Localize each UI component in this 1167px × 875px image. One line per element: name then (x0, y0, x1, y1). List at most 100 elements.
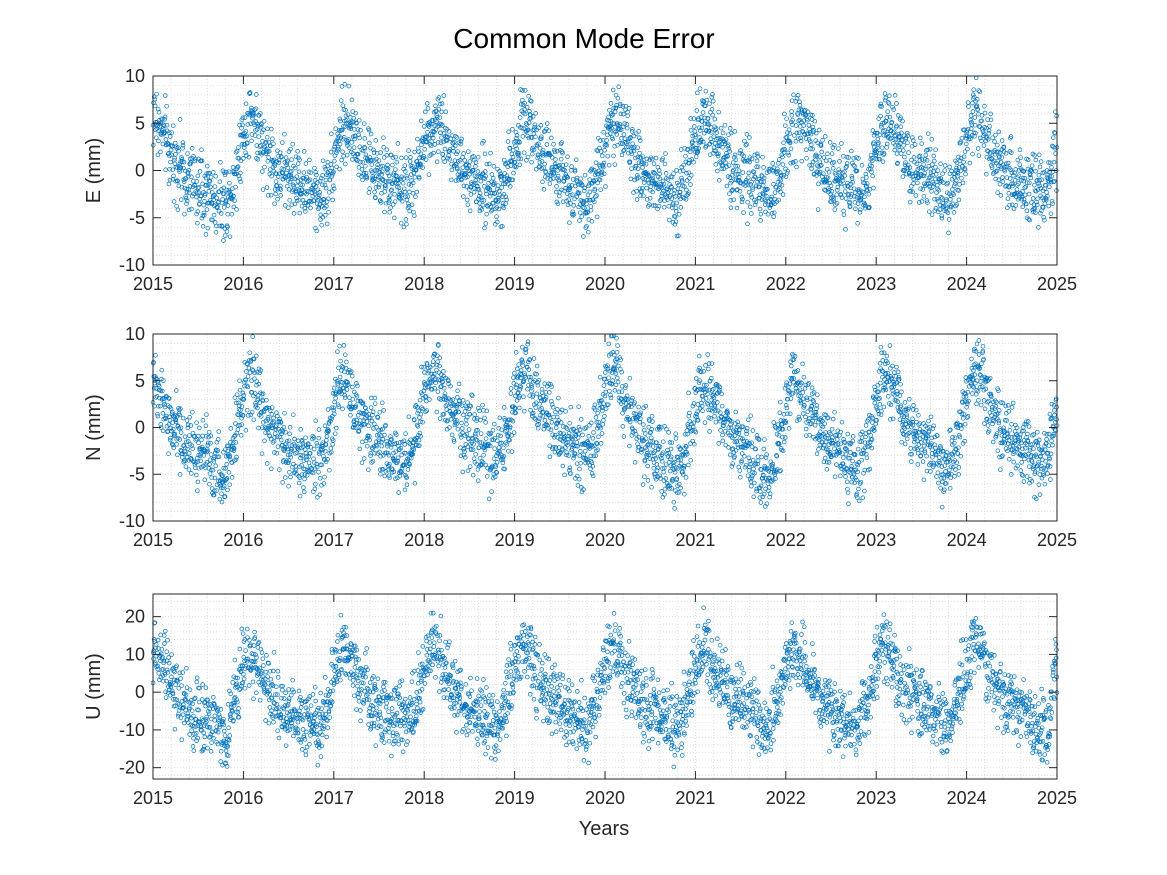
x-tick-label: 2017 (314, 274, 354, 294)
data-point (326, 196, 331, 201)
data-point (450, 140, 456, 146)
data-point (213, 229, 219, 235)
data-point (459, 177, 464, 183)
data-point (235, 164, 241, 169)
data-point (205, 225, 211, 231)
data-point (426, 172, 432, 177)
data-point (431, 150, 436, 156)
data-point (391, 170, 397, 176)
data-point (378, 150, 383, 155)
data-point (302, 206, 308, 211)
data-point (389, 181, 395, 187)
data-point (429, 139, 434, 144)
data-point (423, 109, 428, 115)
data-point (379, 172, 384, 177)
data-point (287, 197, 292, 203)
data-point (277, 171, 282, 176)
data-point (196, 184, 202, 190)
x-tick-label: 2020 (585, 274, 625, 294)
data-point (396, 180, 401, 186)
data-point (331, 183, 336, 189)
data-point (399, 192, 405, 198)
data-point (443, 109, 449, 115)
data-point (415, 136, 420, 142)
data-point (154, 91, 159, 97)
data-point (186, 173, 191, 179)
data-point (317, 178, 323, 184)
data-point (471, 190, 477, 195)
data-point (353, 110, 358, 116)
data-point (281, 167, 286, 172)
data-point (247, 90, 253, 95)
data-point (470, 168, 476, 173)
data-point (171, 199, 177, 204)
data-point (234, 207, 239, 212)
data-point (379, 191, 384, 196)
data-point (458, 141, 463, 147)
data-point (465, 202, 471, 208)
data-point (227, 180, 232, 186)
y-axis-title: E (mm) (83, 138, 105, 204)
data-point (369, 162, 375, 167)
data-point (376, 184, 381, 190)
data-point (294, 174, 300, 179)
data-point (387, 209, 392, 215)
data-point (293, 154, 299, 159)
data-point (307, 177, 313, 183)
data-point (417, 176, 422, 181)
data-point (386, 200, 391, 205)
data-point (324, 221, 330, 227)
data-point (262, 164, 267, 170)
data-point (273, 191, 278, 197)
data-point (167, 177, 173, 183)
data-point (307, 157, 312, 163)
data-point (361, 121, 367, 126)
data-point (436, 95, 442, 100)
data-point (370, 177, 376, 182)
data-point (225, 203, 231, 208)
data-point (175, 207, 181, 213)
data-point (387, 198, 392, 203)
data-point (288, 146, 293, 152)
data-point (231, 204, 237, 210)
data-point (178, 197, 184, 202)
data-point (260, 169, 265, 174)
data-point (224, 229, 230, 234)
data-point (411, 170, 417, 176)
data-point (309, 190, 315, 196)
data-point (418, 118, 424, 124)
data-point (381, 135, 386, 140)
data-point (210, 217, 215, 223)
data-point (339, 84, 345, 89)
data-point (420, 165, 425, 170)
data-point (301, 149, 307, 154)
data-point (457, 158, 463, 163)
data-point (303, 161, 309, 166)
data-point (410, 180, 416, 186)
data-point (251, 110, 256, 115)
data-point (458, 139, 464, 144)
data-point (432, 142, 438, 147)
data-point (324, 204, 329, 209)
data-point (405, 194, 411, 199)
data-point (168, 134, 173, 139)
data-point (164, 122, 170, 128)
data-point (232, 171, 238, 177)
data-point (300, 187, 305, 193)
data-point (357, 135, 362, 141)
x-tick-label: 2025 (1037, 274, 1077, 294)
data-point (421, 124, 427, 129)
data-point (459, 136, 464, 142)
data-point (432, 123, 437, 128)
data-point (385, 170, 391, 176)
data-point (373, 185, 379, 190)
data-point (268, 192, 274, 198)
data-point (194, 211, 199, 217)
data-point (413, 194, 418, 199)
data-point (387, 193, 393, 198)
data-point (298, 182, 303, 187)
data-point (289, 176, 295, 181)
data-point (259, 121, 264, 127)
data-point (375, 174, 381, 180)
data-point (256, 134, 261, 139)
